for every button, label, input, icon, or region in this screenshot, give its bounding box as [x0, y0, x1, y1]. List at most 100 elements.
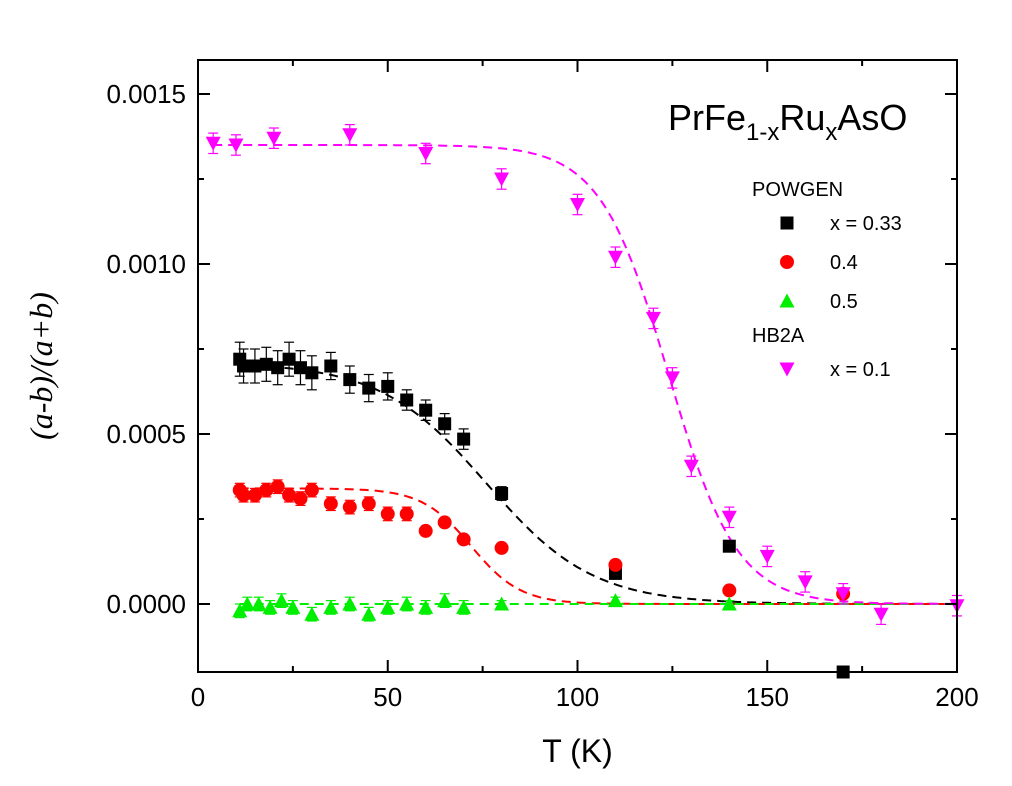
- data-point: [304, 483, 319, 498]
- data-point: [419, 403, 433, 417]
- data-point: [456, 599, 472, 614]
- x-tick-label: 0: [191, 682, 205, 712]
- data-point: [607, 593, 623, 608]
- data-point: [236, 488, 251, 503]
- data-point: [494, 540, 509, 555]
- data-point: [664, 371, 680, 386]
- data-point: [399, 596, 415, 611]
- title-base-1: PrFe: [668, 97, 746, 138]
- legend-marker: [780, 255, 794, 269]
- y-axis-label: (a-b)/(a+b): [23, 292, 59, 440]
- data-point: [570, 198, 585, 212]
- chart-title: PrFe1-xRuxAsO: [668, 97, 907, 146]
- data-point: [380, 599, 396, 614]
- data-point: [342, 500, 357, 515]
- legend-label: 0.4: [830, 252, 858, 274]
- data-point: [457, 432, 471, 446]
- data-point: [271, 361, 285, 375]
- fit-curve: [239, 487, 957, 605]
- data-point: [873, 607, 889, 622]
- data-point: [285, 599, 301, 614]
- title-sub-1: 1-x: [746, 119, 779, 146]
- legend: POWGEN x = 0.33 0.4 0.5 HB2A x = 0.1: [752, 179, 902, 381]
- data-point: [282, 352, 296, 366]
- x-tick-label: 150: [746, 682, 789, 712]
- data-point: [721, 596, 737, 611]
- legend-marker: [779, 293, 795, 308]
- data-point: [237, 359, 251, 373]
- data-point: [400, 393, 414, 407]
- legend-label: x = 0.1: [830, 359, 891, 381]
- data-point: [251, 596, 267, 611]
- data-point: [759, 549, 775, 564]
- data-point: [381, 379, 395, 393]
- data-point: [437, 515, 452, 530]
- data-point: [259, 483, 274, 498]
- data-point: [293, 361, 307, 375]
- legend-marker: [779, 362, 795, 377]
- fit-curve: [213, 144, 957, 605]
- title-base-2: Ru: [779, 97, 825, 138]
- data-point: [418, 147, 434, 161]
- title-sub-2: x: [825, 119, 837, 146]
- x-tick-label: 50: [373, 682, 402, 712]
- data-point: [607, 250, 623, 265]
- title-base-3: AsO: [837, 97, 907, 138]
- legend-marker: [780, 216, 794, 230]
- data-point: [343, 373, 357, 387]
- data-point: [494, 596, 510, 611]
- y-tick-label: 0.0010: [106, 249, 186, 279]
- data-point: [722, 539, 736, 553]
- data-point: [293, 491, 308, 506]
- data-point: [380, 506, 395, 521]
- data-point: [683, 459, 699, 474]
- data-point: [266, 131, 282, 146]
- data-point: [418, 599, 434, 614]
- legend-label: 0.5: [830, 291, 858, 313]
- data-point: [456, 532, 471, 547]
- data-point: [362, 381, 376, 395]
- data-point: [645, 311, 661, 326]
- data-point: [418, 523, 433, 538]
- data-point: [494, 172, 510, 187]
- data-point: [361, 606, 377, 621]
- data-point: [247, 488, 262, 503]
- axis-ticks: [197, 60, 958, 672]
- x-tick-label: 200: [935, 682, 978, 712]
- data-point: [722, 583, 737, 598]
- data-point: [324, 359, 338, 373]
- data-point: [305, 366, 319, 380]
- data-point: [438, 417, 452, 431]
- data-point: [608, 557, 623, 572]
- data-point: [248, 359, 262, 373]
- data-point: [399, 506, 414, 521]
- x-axis-label: T (K): [542, 733, 613, 769]
- data-point: [495, 487, 509, 500]
- data-point: [273, 593, 289, 608]
- data-point: [259, 357, 273, 371]
- tick-labels: 0 50 100 150 200 0.0000 0.0005 0.0010 0.0015: [106, 79, 978, 712]
- y-tick-label: 0.0005: [106, 419, 186, 449]
- data-point: [304, 606, 320, 621]
- data-points: [205, 123, 965, 679]
- data-point: [361, 496, 376, 511]
- data-point: [323, 599, 339, 614]
- data-point: [797, 575, 813, 590]
- data-point: [270, 479, 285, 494]
- fit-curves: [213, 144, 957, 605]
- data-point: [262, 599, 278, 614]
- data-point: [205, 136, 221, 151]
- legend-label: x = 0.33: [830, 213, 902, 235]
- x-tick-label: 100: [556, 682, 599, 712]
- data-point: [342, 128, 358, 143]
- legend-header: POWGEN: [752, 179, 843, 201]
- data-point: [228, 138, 244, 153]
- data-point: [239, 596, 255, 611]
- data-point: [323, 496, 338, 511]
- data-point: [437, 593, 453, 608]
- data-point: [835, 587, 851, 602]
- data-point: [282, 488, 297, 503]
- data-point: [721, 510, 737, 525]
